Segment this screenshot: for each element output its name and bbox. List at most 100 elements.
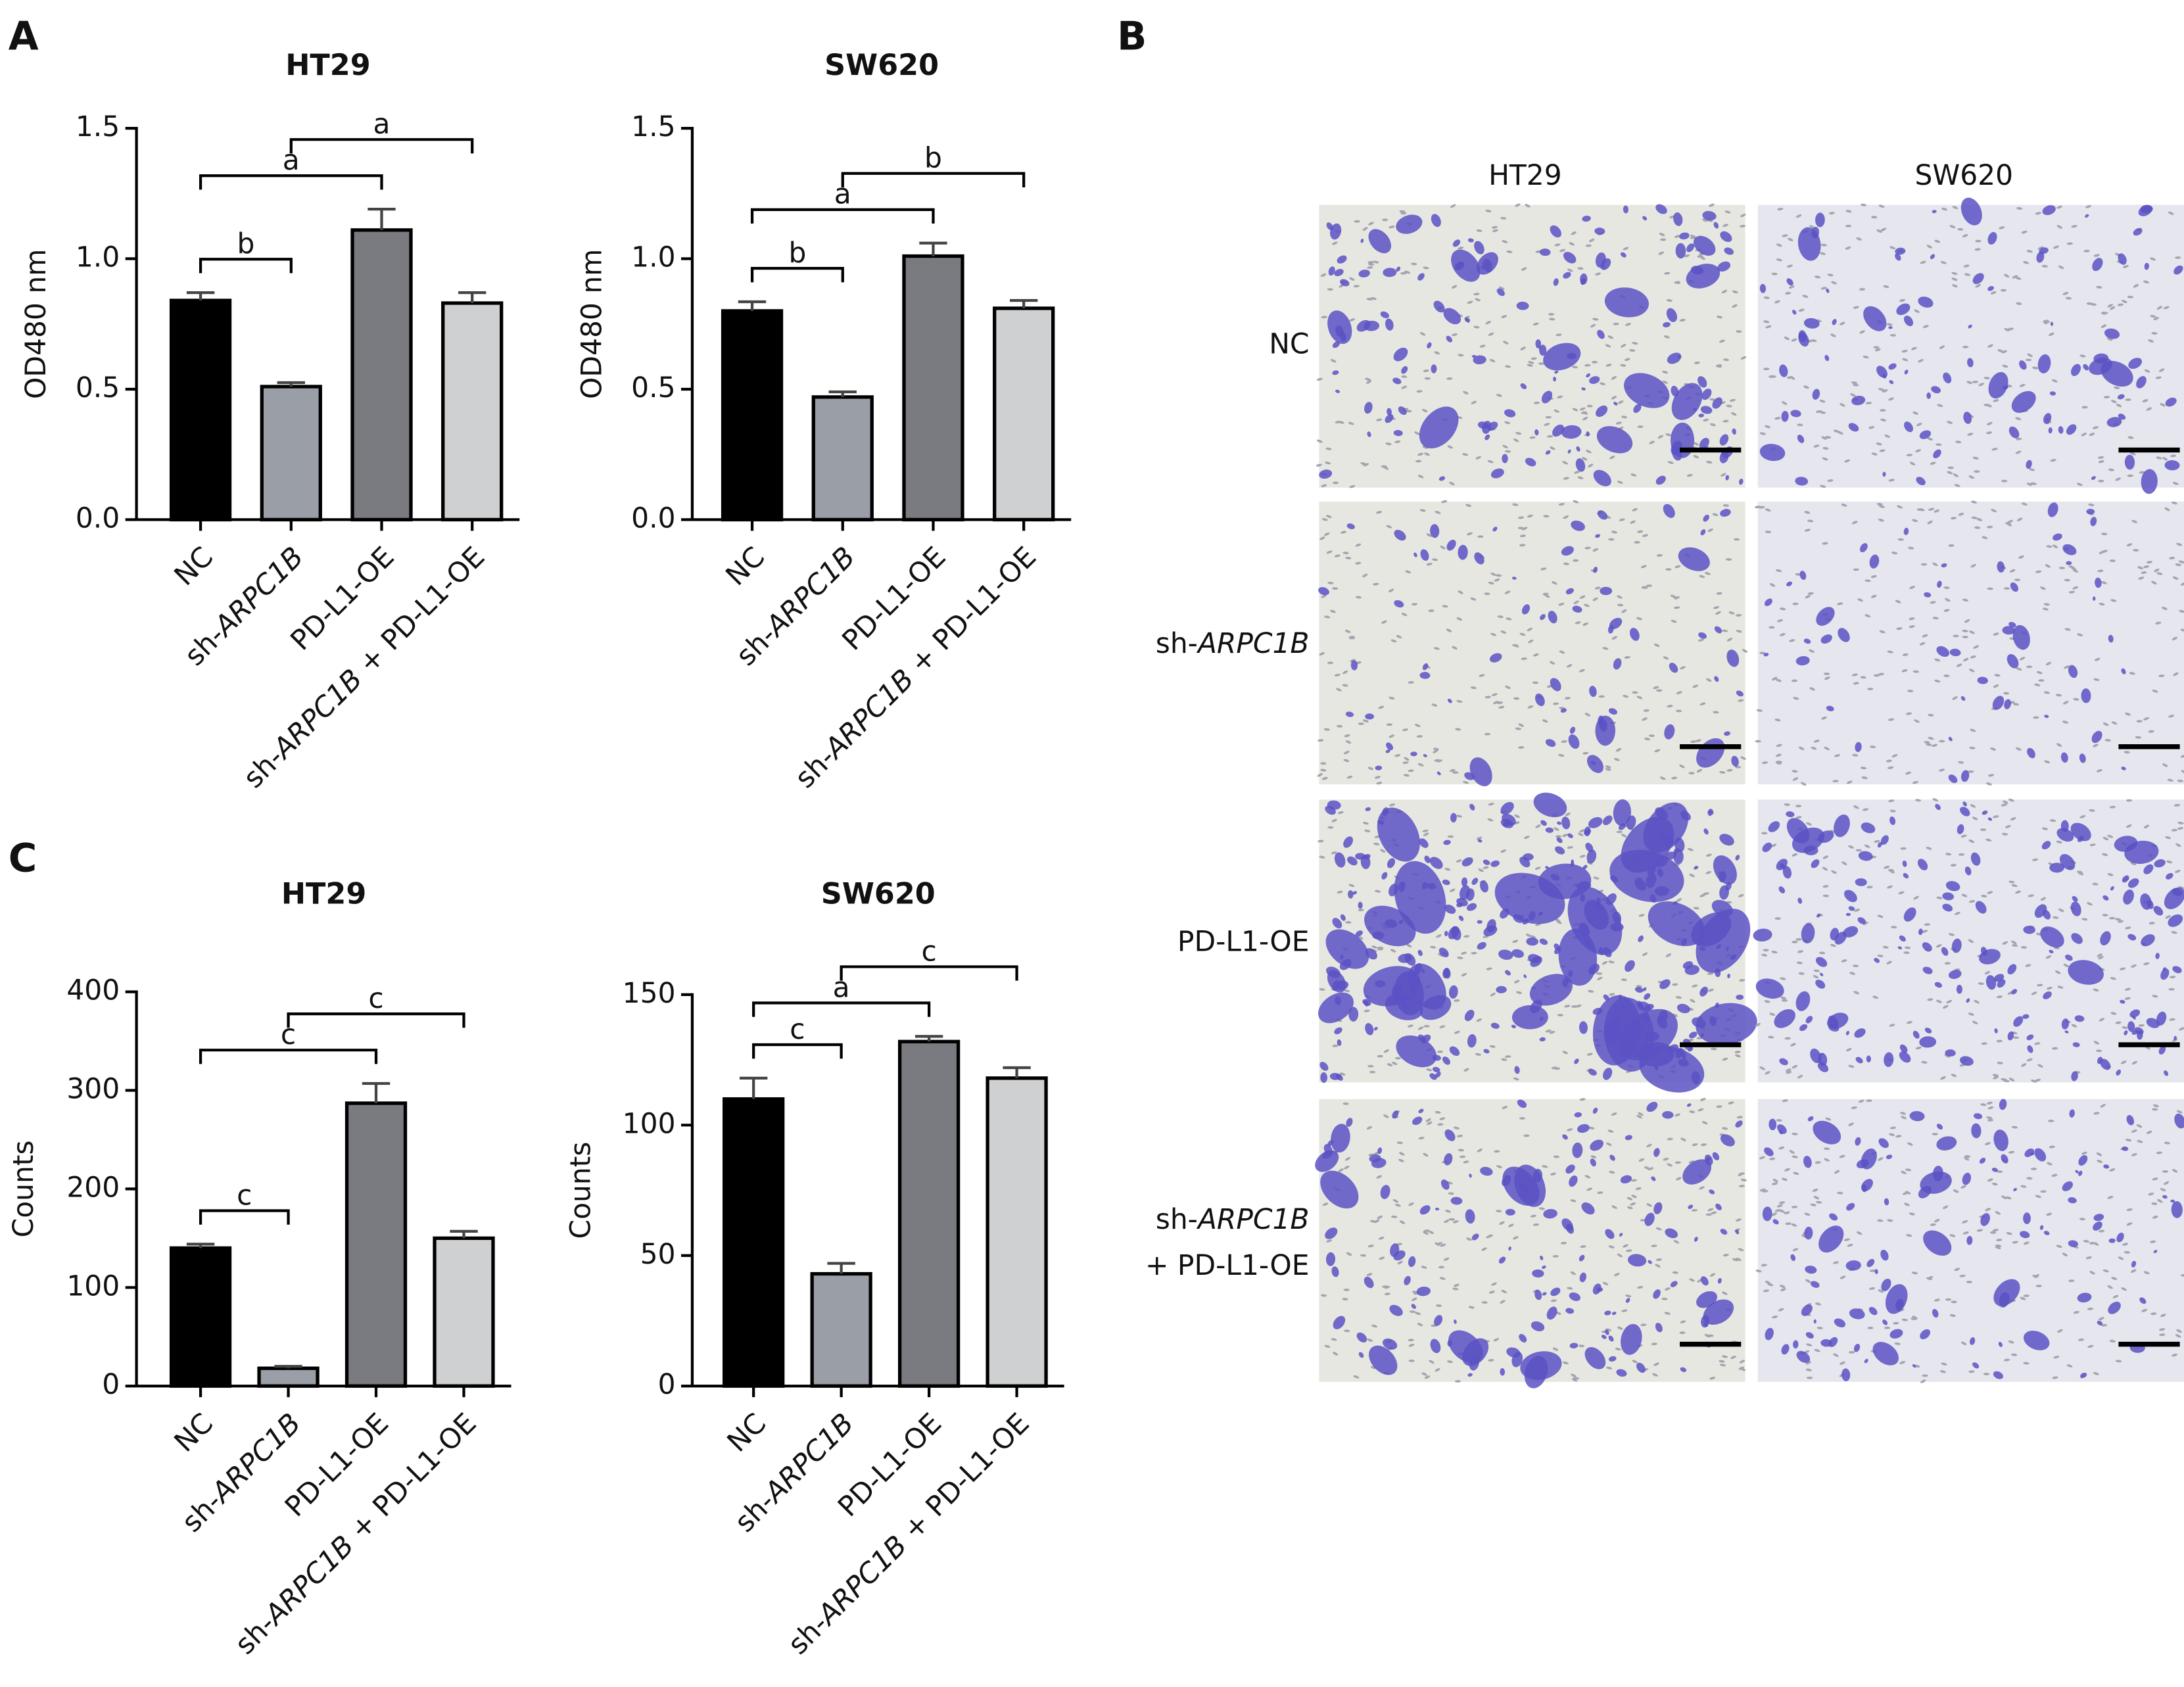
pore [1471, 951, 1477, 955]
pore [1785, 1068, 1792, 1072]
pore [1504, 590, 1511, 594]
pore [1814, 275, 1821, 279]
stained-cell [1530, 999, 1542, 1014]
pore [1968, 668, 1975, 673]
pore [1467, 300, 1473, 304]
pore [1642, 952, 1648, 957]
pore [2000, 289, 2007, 292]
pore [1323, 532, 1330, 536]
pore [1860, 203, 1867, 206]
pore [1358, 909, 1364, 912]
pore [1457, 956, 1463, 960]
pore [1630, 473, 1637, 477]
significance-label: c [237, 1179, 252, 1211]
pore [1689, 873, 1695, 878]
stained-cell [1417, 1034, 1426, 1042]
significance-bracket [750, 208, 935, 224]
pore [1521, 267, 1527, 271]
pore [1419, 332, 1426, 336]
pore [1344, 734, 1350, 738]
pore [1360, 462, 1367, 465]
pore [2004, 273, 2010, 278]
stained-cell [1469, 803, 1475, 811]
pore [2172, 576, 2179, 580]
pore [2133, 284, 2139, 288]
stained-cell [1545, 739, 1556, 748]
pore [1525, 204, 1531, 208]
stained-cell [1790, 410, 1801, 417]
stained-cell [1328, 266, 1335, 276]
panel-label: A [9, 14, 39, 59]
pore [1792, 940, 1798, 943]
pore [1887, 650, 1893, 653]
pore [1993, 399, 1999, 402]
stained-cell [1700, 406, 1713, 414]
pore [2156, 456, 2162, 460]
pore [1521, 527, 1528, 531]
pore [2086, 302, 2093, 305]
pore [2096, 1049, 2102, 1053]
pore [1968, 939, 1974, 943]
pore [2027, 353, 2033, 357]
pore [2133, 548, 2139, 552]
stained-cell [2081, 688, 2091, 703]
stained-cell [1623, 373, 1670, 408]
stained-cell [1563, 272, 1571, 279]
pore [1784, 1037, 1791, 1040]
pore [1914, 309, 1920, 313]
stained-cell [1393, 429, 1403, 437]
pore [1407, 1024, 1413, 1028]
stained-cell [1337, 1039, 1342, 1046]
pore [2037, 246, 2044, 250]
pore [2169, 556, 2175, 559]
significance-label: a [373, 108, 391, 140]
stained-cell [1803, 638, 1811, 644]
stained-cell [1442, 879, 1450, 886]
pore [1327, 581, 1334, 584]
stained-cell [2049, 391, 2056, 396]
stained-cell [1600, 586, 1613, 596]
pore [1435, 511, 1441, 514]
stained-cell [1700, 529, 1706, 536]
pore [1455, 728, 1461, 731]
pore [1390, 949, 1396, 953]
pore [1399, 210, 1406, 213]
stained-cell [2091, 476, 2096, 480]
stained-cell [1432, 1066, 1440, 1072]
stained-cell [1603, 997, 1655, 1072]
pore [1954, 484, 1960, 487]
significance-label: b [237, 227, 254, 260]
pore [1434, 351, 1440, 355]
pore [1456, 700, 1463, 703]
pore [1851, 381, 1858, 385]
pore [1822, 894, 1829, 897]
pore [1704, 572, 1711, 575]
pore [1761, 761, 1769, 765]
chart-title: SW620 [821, 877, 936, 911]
pore [2180, 754, 2184, 758]
pore [1401, 613, 1408, 617]
pore [1552, 702, 1559, 705]
pore [1584, 364, 1591, 367]
error-bar [458, 291, 487, 304]
pore [2085, 204, 2091, 208]
stained-cell [1535, 339, 1542, 348]
pore [1535, 824, 1541, 828]
pore [1405, 570, 1412, 574]
stained-cell [2053, 533, 2062, 541]
pore [1362, 719, 1369, 723]
stained-cell [1480, 880, 1488, 893]
stained-cell [1634, 987, 1644, 993]
pore [1712, 513, 1719, 516]
pore [1563, 515, 1569, 519]
pore [1479, 345, 1486, 348]
pore [1721, 289, 1728, 294]
pore [1656, 554, 1663, 557]
pore [1475, 456, 1482, 460]
stained-cell [1855, 742, 1862, 752]
pore [1740, 356, 1747, 360]
pore [1850, 393, 1856, 397]
pore [1795, 573, 1801, 576]
pore [1653, 643, 1660, 648]
stained-cell [1492, 527, 1498, 532]
